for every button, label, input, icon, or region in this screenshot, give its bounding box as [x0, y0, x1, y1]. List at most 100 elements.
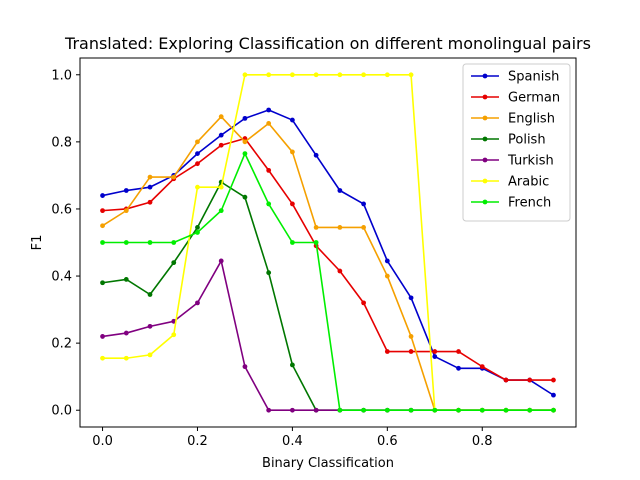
data-point	[551, 407, 556, 413]
data-point	[337, 225, 343, 230]
data-point	[266, 201, 272, 207]
legend-label: Spanish	[508, 70, 559, 85]
data-point	[195, 300, 200, 306]
data-point	[171, 332, 177, 338]
legend-label: English	[508, 112, 555, 127]
data-point	[266, 72, 272, 78]
data-point	[123, 208, 129, 214]
data-point	[313, 407, 319, 413]
data-point	[551, 392, 556, 398]
data-point	[432, 349, 438, 354]
x-axis-label: Binary Classification	[262, 456, 394, 471]
data-point	[503, 407, 509, 413]
y-tick-label: 0.0	[51, 404, 72, 419]
series-layer	[100, 72, 556, 413]
data-point	[147, 240, 153, 245]
data-point	[218, 208, 224, 214]
legend-item-spanish: Spanish	[471, 70, 559, 85]
data-point	[313, 72, 319, 78]
legend-item-polish: Polish	[471, 133, 546, 148]
data-point	[242, 151, 248, 157]
data-point	[266, 121, 272, 126]
legend-item-german: German	[471, 91, 560, 106]
legend-item-arabic: Arabic	[471, 175, 549, 190]
series-german	[100, 136, 556, 383]
data-point	[290, 72, 295, 78]
data-point	[408, 334, 414, 339]
data-point	[242, 139, 248, 145]
x-tick-label: 0.6	[377, 434, 398, 449]
data-point	[147, 352, 153, 358]
data-point	[290, 240, 295, 245]
data-point	[266, 167, 272, 173]
data-point	[432, 407, 438, 413]
data-point	[266, 107, 272, 113]
data-point	[242, 115, 248, 121]
legend-label: Turkish	[507, 154, 554, 169]
data-point	[218, 132, 224, 138]
data-point	[123, 330, 129, 336]
data-point	[527, 377, 533, 383]
data-point	[123, 188, 129, 193]
plot-frame	[79, 57, 577, 428]
data-point	[218, 184, 224, 190]
data-point	[503, 377, 509, 383]
data-point	[195, 225, 200, 230]
legend-swatch-marker	[482, 178, 488, 184]
x-tick-label: 0.2	[187, 434, 208, 449]
data-point	[171, 240, 177, 245]
series-line	[102, 152, 554, 412]
data-point	[100, 193, 105, 198]
data-point	[408, 295, 414, 301]
x-tick-label: 0.4	[282, 434, 303, 449]
data-point	[361, 300, 366, 306]
data-point	[456, 365, 461, 371]
y-tick-label: 1.0	[51, 68, 72, 83]
data-point	[123, 277, 129, 282]
data-point	[337, 72, 343, 78]
x-tick-label: 0.8	[472, 434, 493, 449]
legend-label: French	[508, 196, 551, 211]
data-point	[479, 407, 485, 413]
data-point	[100, 223, 105, 229]
data-point	[456, 349, 461, 354]
data-point	[384, 349, 390, 354]
y-tick-label: 0.6	[51, 202, 72, 217]
data-point	[100, 240, 105, 245]
series-french	[100, 151, 556, 413]
legend: Spanish German English Polish Turkish Arabic F…	[462, 63, 571, 222]
data-point	[384, 72, 390, 78]
legend-item-turkish: Turkish	[471, 154, 554, 169]
data-point	[100, 280, 105, 286]
data-point	[337, 188, 343, 193]
data-point	[123, 355, 129, 361]
data-point	[456, 407, 461, 413]
data-point	[266, 407, 272, 413]
data-point	[147, 292, 153, 297]
data-point	[218, 142, 224, 148]
data-point	[337, 407, 343, 413]
data-point	[432, 354, 438, 359]
x-tick-label: 0.0	[92, 434, 113, 449]
data-point	[313, 152, 319, 158]
data-point	[195, 151, 200, 157]
y-axis: 0.0 0.2 0.4 0.6 0.8 1.0	[51, 68, 80, 419]
data-point	[100, 355, 105, 361]
data-point	[218, 258, 224, 264]
data-point	[242, 72, 248, 78]
data-point	[195, 230, 200, 235]
data-point	[100, 208, 105, 214]
data-point	[551, 377, 556, 383]
data-point	[147, 323, 153, 329]
data-point	[147, 184, 153, 190]
x-axis: 0.0 0.2 0.4 0.6 0.8	[92, 427, 493, 449]
data-point	[361, 72, 366, 78]
data-point	[290, 407, 295, 413]
legend-label: Polish	[508, 133, 546, 148]
data-point	[242, 194, 248, 200]
data-point	[147, 174, 153, 180]
data-point	[290, 149, 295, 155]
data-point	[218, 114, 224, 120]
data-point	[313, 225, 319, 230]
data-point	[147, 199, 153, 205]
